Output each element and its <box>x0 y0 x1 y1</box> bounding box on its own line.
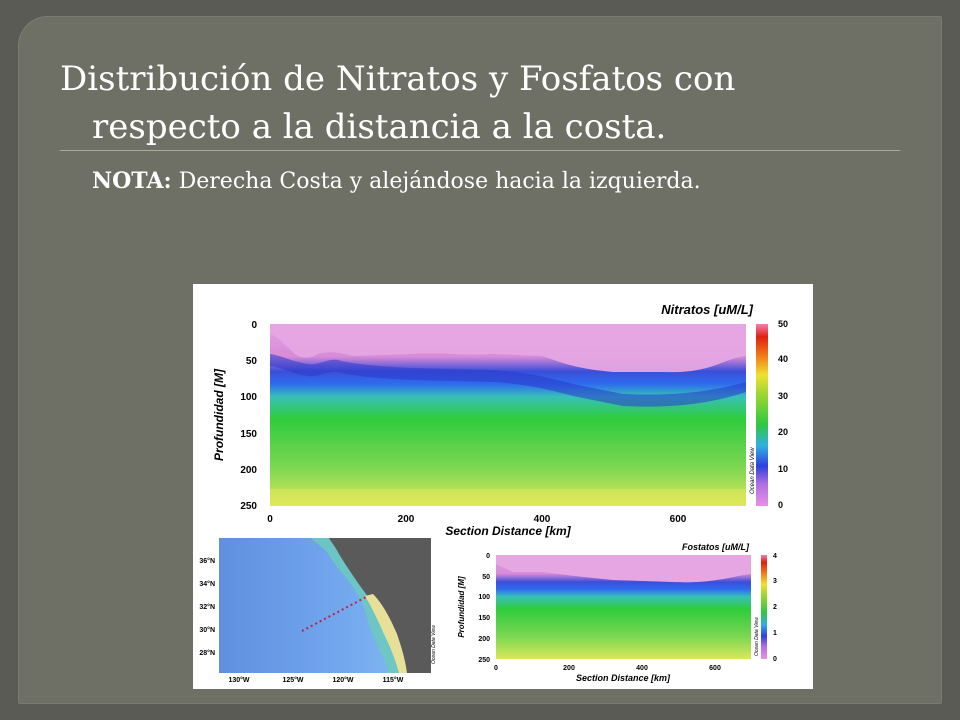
figure-panel: Nitratos [uM/L] 0 50 100 150 200 250 0 2… <box>193 284 813 689</box>
fosfatos-cbar-tick-3: 3 <box>773 578 777 585</box>
map-lat-30: 30°N <box>199 626 215 634</box>
fosfatos-ytick-50: 50 <box>482 574 490 581</box>
nitratos-xtick-200: 200 <box>398 514 415 525</box>
map-watermark: Ocean Data View <box>431 625 437 664</box>
fosfatos-cbar-tick-0: 0 <box>773 656 777 663</box>
fosfatos-surface-layer <box>496 555 751 583</box>
nitratos-cbar-tick-10: 10 <box>778 464 788 474</box>
nitratos-cbar-tick-0: 0 <box>778 500 783 510</box>
fosfatos-colorbar <box>761 555 767 659</box>
fosfatos-ytick-250: 250 <box>478 657 490 664</box>
nitratos-watermark: Ocean Data View <box>750 447 756 494</box>
nitratos-deep-layer <box>270 489 746 506</box>
nitratos-ytick-150: 150 <box>240 429 257 440</box>
fosfatos-title: Fostatos [uM/L] <box>682 542 750 552</box>
nitratos-surface-layer <box>270 324 746 373</box>
fosfatos-xtick-200: 200 <box>563 665 575 672</box>
fosfatos-ytick-0: 0 <box>486 553 490 560</box>
nitratos-ytick-250: 250 <box>240 501 257 512</box>
nitratos-ytick-50: 50 <box>246 356 258 367</box>
fosfatos-ytick-100: 100 <box>478 594 490 601</box>
map-lon-130: 130°W <box>228 676 249 684</box>
nitratos-chart: Nitratos [uM/L] 0 50 100 150 200 250 0 2… <box>212 302 788 538</box>
nitratos-cbar-tick-20: 20 <box>778 427 788 437</box>
slide-title: Distribución de Nitratos y Fosfatos con … <box>60 55 880 151</box>
nitratos-title: Nitratos [uM/L] <box>661 302 753 317</box>
title-divider <box>60 150 900 151</box>
map-lon-125: 125°W <box>282 676 303 684</box>
map-lat-34: 34°N <box>199 580 215 588</box>
figure-svg: Nitratos [uM/L] 0 50 100 150 200 250 0 2… <box>199 302 788 684</box>
map-lat-36: 36°N <box>199 557 215 565</box>
nitratos-cbar-tick-40: 40 <box>778 354 788 364</box>
fosfatos-xtick-600: 600 <box>709 665 721 672</box>
nitratos-ytick-100: 100 <box>240 392 257 403</box>
map-lon-120: 120°W <box>332 676 353 684</box>
title-line-1: Distribución de Nitratos y Fosfatos con <box>60 59 736 99</box>
map-lat-28: 28°N <box>199 649 215 657</box>
fosfatos-ytick-200: 200 <box>478 636 490 643</box>
nitratos-nitracline <box>270 354 746 407</box>
fosfatos-cbar-tick-1: 1 <box>773 630 777 637</box>
map-peninsula <box>365 594 407 673</box>
nitratos-ytick-0: 0 <box>251 320 257 331</box>
fosfatos-ylabel: Profundidad [M] <box>457 576 466 638</box>
fosfatos-chart: Fostatos [uM/L] 0 50 100 150 200 250 0 2… <box>457 542 777 683</box>
nitratos-xtick-400: 400 <box>534 514 551 525</box>
slide-note: NOTA: Derecha Costa y alejándose hacia l… <box>92 168 701 194</box>
nitratos-cbar-tick-50: 50 <box>778 319 788 329</box>
nitratos-xtick-0: 0 <box>267 514 273 525</box>
nitratos-xtick-600: 600 <box>670 514 687 525</box>
fosfatos-cbar-tick-2: 2 <box>773 604 777 611</box>
nitratos-ytick-200: 200 <box>240 465 257 476</box>
fosfatos-xtick-0: 0 <box>494 665 498 672</box>
map-lon-115: 115°W <box>383 676 404 684</box>
nitratos-ylabel: Profundidad [M] <box>212 368 226 461</box>
map-lat-32: 32°N <box>199 603 215 611</box>
fosfatos-xtick-400: 400 <box>636 665 648 672</box>
note-label: NOTA: <box>92 168 172 194</box>
station-map: 36°N 34°N 32°N 30°N 28°N 130°W 125°W 120… <box>199 538 437 684</box>
nitratos-xlabel: Section Distance [km] <box>445 524 571 538</box>
fosfatos-xlabel: Section Distance [km] <box>576 673 671 683</box>
nitratos-colorbar <box>756 324 768 506</box>
fosfatos-watermark: Ocean Data View <box>754 617 760 656</box>
nitratos-cbar-tick-30: 30 <box>778 391 788 401</box>
fosfatos-cbar-tick-4: 4 <box>773 553 777 560</box>
title-line-2: respecto a la distancia a la costa. <box>92 107 667 147</box>
fosfatos-ytick-150: 150 <box>478 615 490 622</box>
note-text: Derecha Costa y alejándose hacia la izqu… <box>171 169 701 194</box>
